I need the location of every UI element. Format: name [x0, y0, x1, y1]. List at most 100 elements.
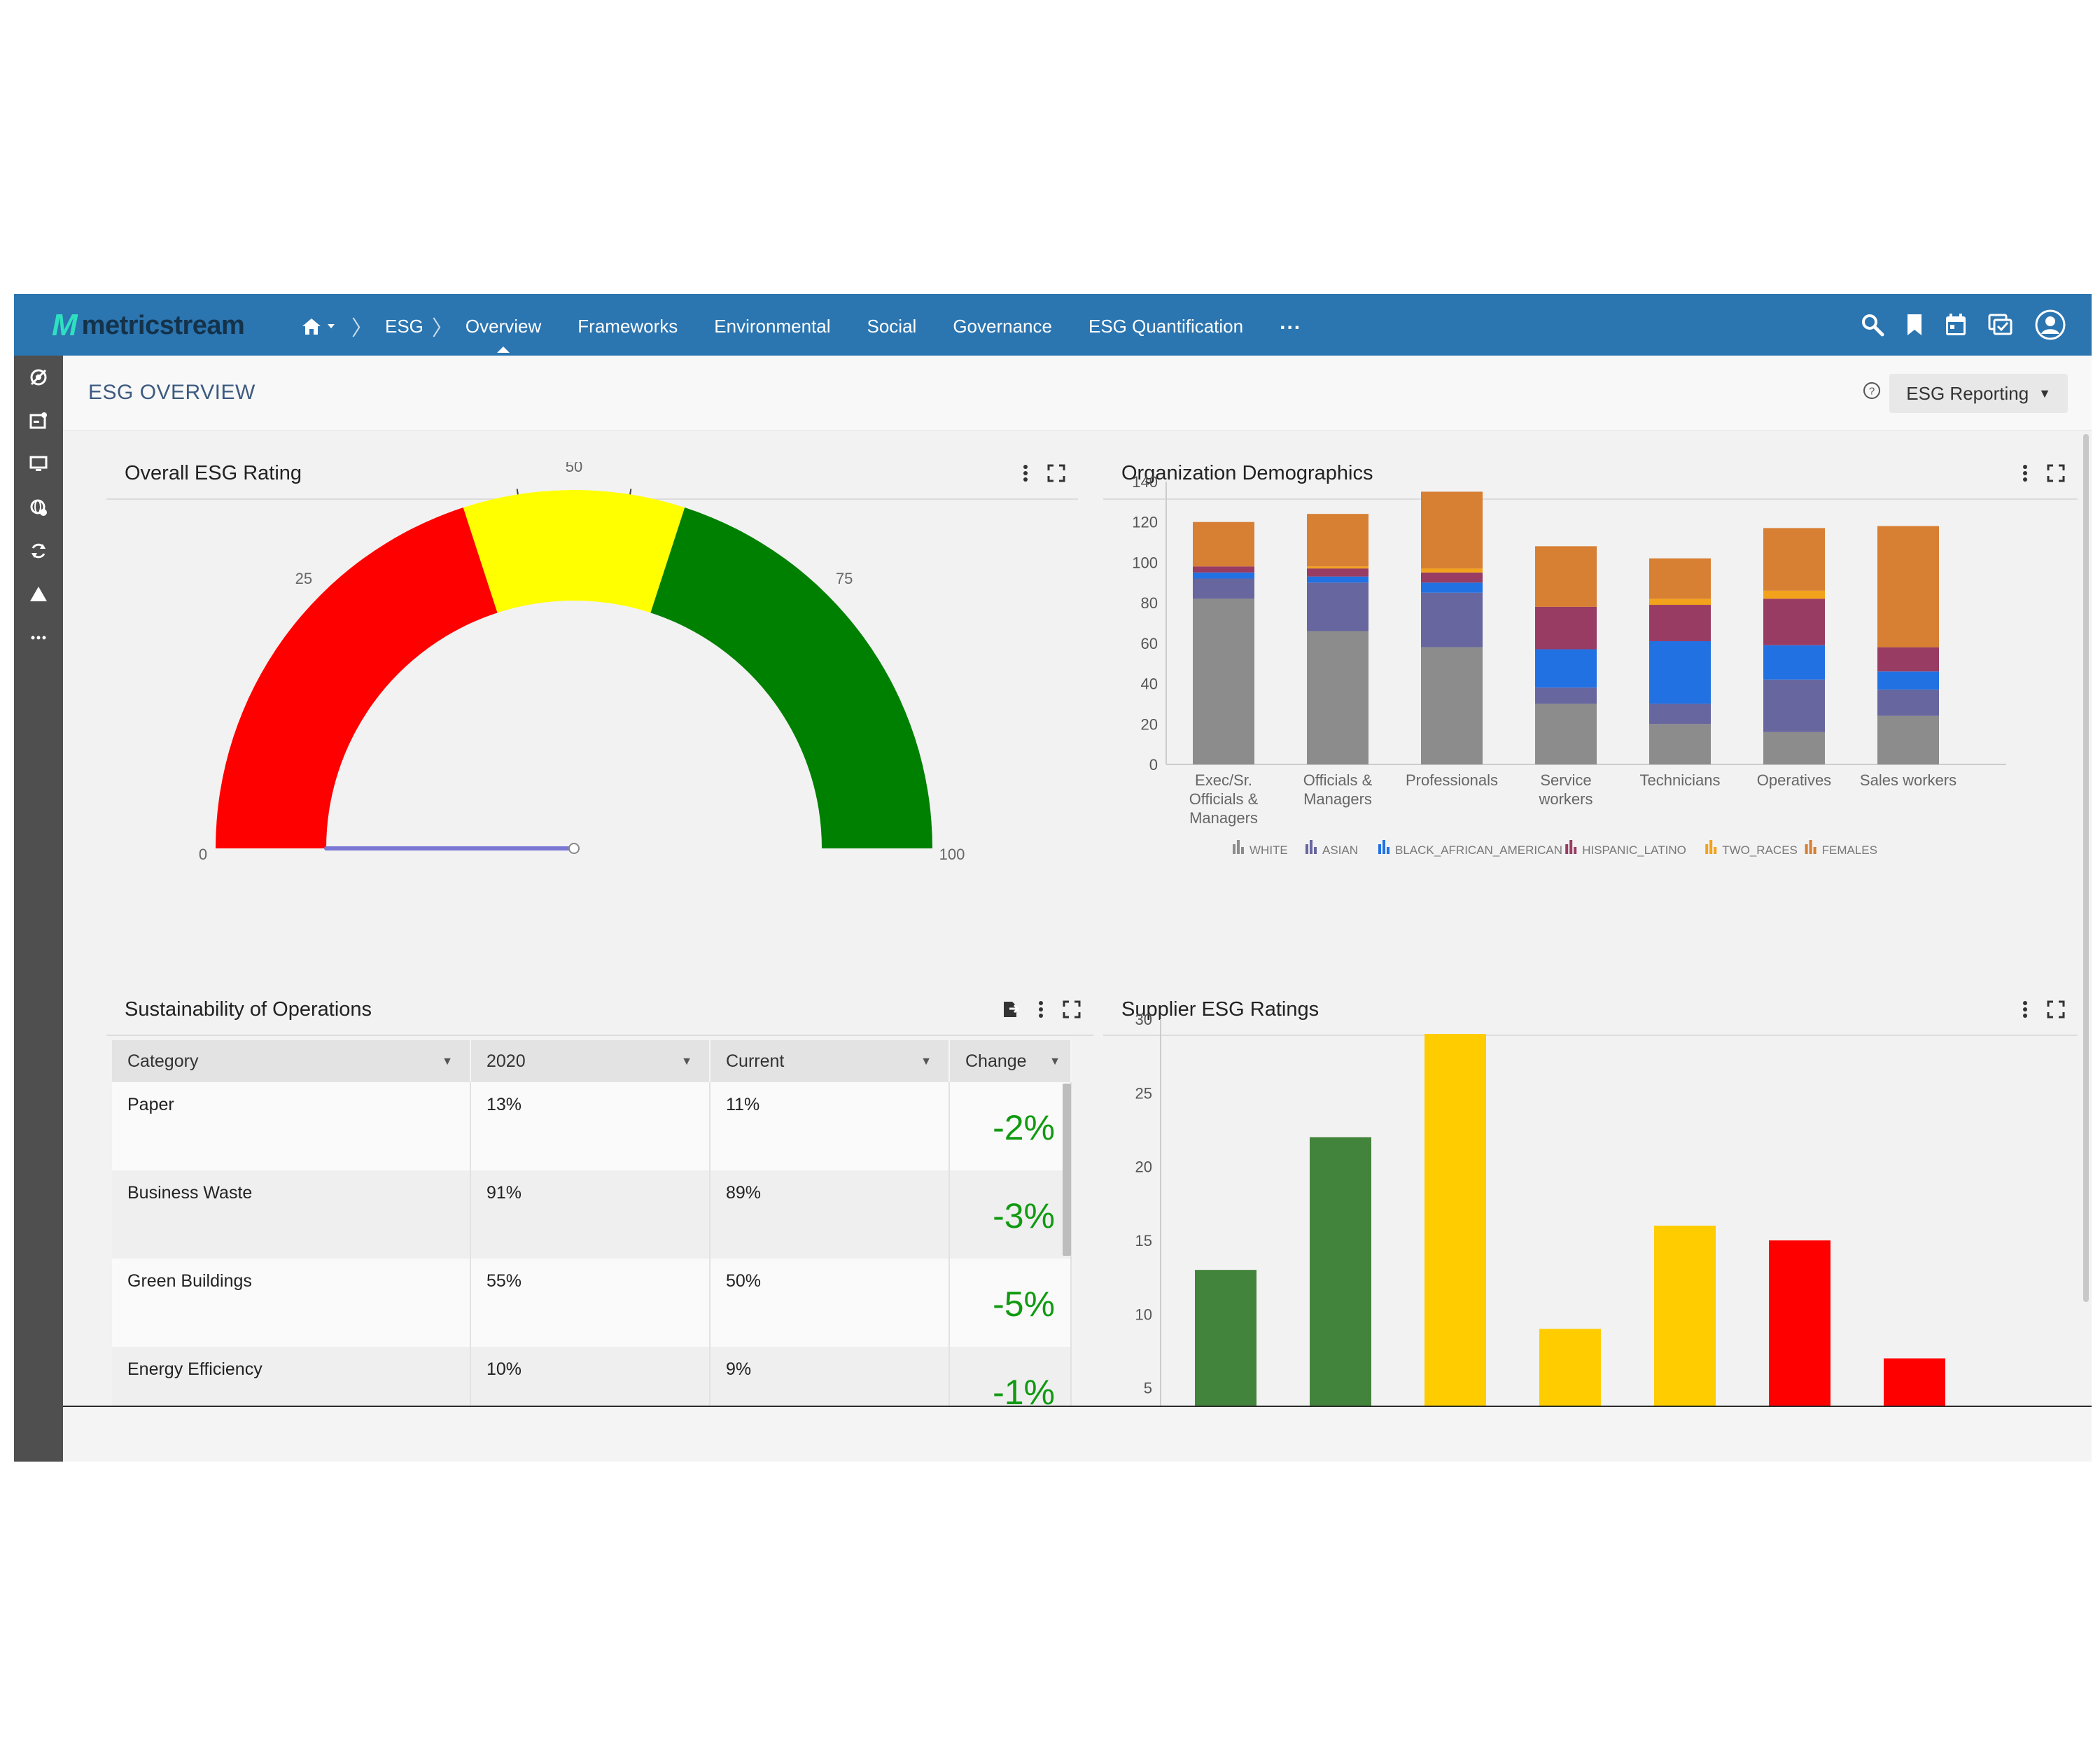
metricstream-logo[interactable]: M metricstream: [52, 308, 245, 343]
legend-icon: [1378, 844, 1381, 854]
monitor-icon: [29, 456, 48, 471]
y-tick-label: 10: [1135, 1306, 1152, 1323]
sidebar-item-dashboard[interactable]: [14, 442, 63, 486]
x-tick-label: Exec/Sr.: [1195, 771, 1252, 789]
bar-segment-hispanic_latino: [1535, 606, 1597, 650]
nav-tab-environmental[interactable]: Environmental: [714, 315, 831, 337]
breadcrumb-separator-icon: 〉: [431, 317, 453, 340]
messages-icon[interactable]: [1988, 313, 2013, 337]
user-avatar-icon[interactable]: [2034, 309, 2066, 341]
cell-category: Green Buildings: [112, 1259, 471, 1347]
legend-icon: [1709, 840, 1713, 854]
x-tick-label: Sales workers: [1860, 771, 1956, 789]
legend-icon: [1813, 847, 1816, 854]
column-header-change[interactable]: Change ▼: [949, 1040, 1072, 1082]
kebab-menu-icon[interactable]: [2022, 1000, 2029, 1019]
expand-icon[interactable]: [1063, 1000, 1081, 1018]
sidebar-item-overview[interactable]: [14, 356, 63, 399]
gauge-band-0: [216, 507, 498, 848]
table-row[interactable]: Business Waste 91% 89% -3%: [112, 1170, 1072, 1259]
nav-tab-social[interactable]: Social: [867, 315, 917, 337]
breadcrumb-esg[interactable]: ESG: [385, 315, 424, 337]
expand-icon[interactable]: [2047, 464, 2065, 482]
legend-icon: [1714, 847, 1717, 854]
calendar-icon[interactable]: [1945, 313, 1967, 337]
column-header-2020[interactable]: 2020 ▼: [470, 1040, 710, 1082]
gauge-chart: 0 25 50 75 100: [199, 462, 965, 863]
table-row[interactable]: Green Buildings 55% 50% -5%: [112, 1259, 1072, 1347]
supplier-bar: [1424, 1034, 1486, 1462]
organization-demographics-panel: Organization Demographics 0 20 40 60 80 100 12…: [1103, 462, 2078, 938]
bar-segment-black_african_american: [1193, 572, 1254, 579]
y-tick-label: 15: [1135, 1232, 1152, 1250]
y-tick-label: 40: [1141, 676, 1158, 693]
sidebar-item-globe[interactable]: [14, 486, 63, 529]
panel-tools: [2022, 1000, 2065, 1019]
sidebar-item-more[interactable]: [14, 616, 63, 659]
table-row[interactable]: Paper 13% 11% -2%: [112, 1082, 1072, 1170]
home-menu[interactable]: [301, 316, 336, 336]
bookmark-icon[interactable]: [1905, 313, 1924, 337]
sort-dropdown-icon[interactable]: ▼: [1049, 1056, 1060, 1068]
sidebar-item-cycle[interactable]: [14, 529, 63, 573]
help-icon[interactable]: ?: [1862, 381, 1882, 400]
column-header-category[interactable]: Category ▼: [112, 1040, 471, 1082]
expand-icon[interactable]: [2047, 1000, 2065, 1018]
nav-tab-overview[interactable]: Overview: [465, 315, 542, 353]
sidebar-item-alerts[interactable]: [14, 573, 63, 616]
table-header-row: Category ▼ 2020 ▼ Current ▼ Change ▼: [112, 1040, 1072, 1082]
gauge-band-2: [650, 507, 932, 848]
search-icon[interactable]: [1861, 313, 1884, 337]
panel-divider: [1103, 498, 2078, 500]
x-tick-label: Officials &: [1189, 790, 1259, 808]
nav-tab-esg-quantification[interactable]: ESG Quantification: [1088, 315, 1244, 337]
cell-change: -5%: [949, 1259, 1072, 1347]
sort-dropdown-icon[interactable]: ▼: [920, 1056, 932, 1068]
gauge-minor-tick: [629, 489, 632, 495]
kebab-menu-icon[interactable]: [1037, 1000, 1044, 1019]
chevron-down-icon: [328, 324, 335, 328]
esg-reporting-dropdown[interactable]: ESG Reporting ▼: [1889, 374, 2068, 413]
sort-dropdown-icon[interactable]: ▼: [681, 1056, 692, 1068]
breadcrumb-separator-icon: 〉: [351, 317, 372, 340]
column-header-current[interactable]: Current ▼: [710, 1040, 950, 1082]
export-icon[interactable]: [1001, 1000, 1019, 1018]
bar-segment-hispanic_latino: [1763, 598, 1825, 645]
bar-segment-black_african_american: [1535, 649, 1597, 688]
legend-icon: [1805, 844, 1808, 854]
logo-mark: M: [52, 308, 78, 342]
kebab-menu-icon[interactable]: [1022, 463, 1029, 483]
cell-change: -3%: [949, 1170, 1072, 1259]
page-scrollbar[interactable]: [2083, 434, 2089, 1302]
panel-title: Supplier ESG Ratings: [1121, 998, 1320, 1021]
bar-segment-hispanic_latino: [1307, 568, 1368, 577]
bar-segment-hispanic_latino: [1649, 605, 1711, 641]
globe-icon: [30, 499, 47, 516]
nav-tab-governance[interactable]: Governance: [953, 315, 1052, 337]
nav-tab-frameworks[interactable]: Frameworks: [578, 315, 678, 337]
legend-icon: [1382, 840, 1385, 854]
legend-icon: [1237, 840, 1240, 854]
table-scrollbar[interactable]: [1063, 1084, 1071, 1256]
x-tick-label: Operatives: [1757, 771, 1831, 789]
column-label: Current: [726, 1051, 785, 1071]
legend-label: FEMALES: [1822, 844, 1877, 857]
bar-segment-black_african_american: [1307, 576, 1368, 583]
gauge-tick-label: 25: [295, 570, 312, 587]
y-tick-label: 100: [1132, 554, 1158, 571]
bar-segment-two_races: [1649, 598, 1711, 606]
expand-icon[interactable]: [1047, 464, 1065, 482]
panel-tools: [1001, 1000, 1081, 1019]
sort-dropdown-icon[interactable]: ▼: [442, 1056, 453, 1068]
bar-segment-females: [1649, 558, 1711, 599]
legend-label: ASIAN: [1322, 844, 1358, 857]
gauge-minor-tick: [516, 489, 519, 495]
nav-more-button[interactable]: ...: [1280, 311, 1302, 334]
sidebar-item-reports[interactable]: [14, 399, 63, 442]
bar-segment-asian: [1193, 578, 1254, 599]
x-tick-label: Professionals: [1406, 771, 1498, 789]
bar-segment-hispanic_latino: [1877, 647, 1939, 672]
kebab-menu-icon[interactable]: [2022, 463, 2029, 483]
gauge-band-1: [463, 490, 685, 613]
bar-segment-black_african_american: [1877, 671, 1939, 690]
